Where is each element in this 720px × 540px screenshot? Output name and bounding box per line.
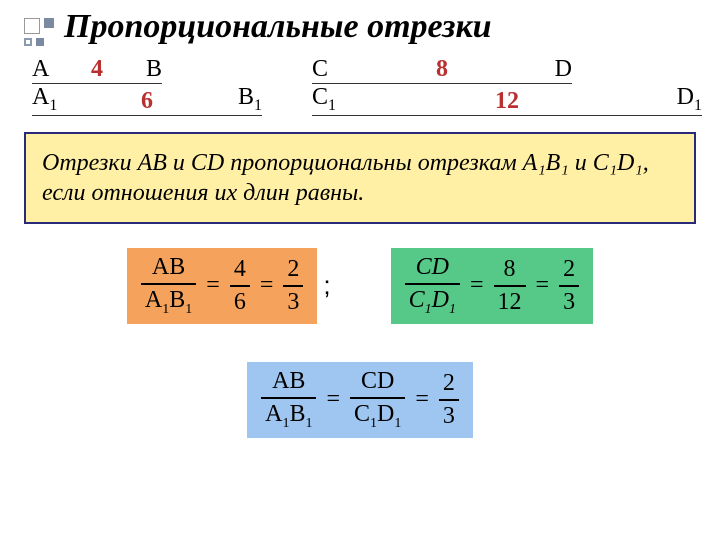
- segment-endpoint: С: [312, 56, 328, 83]
- segment-ab: А 4 В: [32, 52, 162, 84]
- segment-cd: С 8 D: [312, 52, 572, 84]
- page-title: Пропорциональные отрезки: [34, 8, 696, 46]
- segment-a1b1: А1 6 В1: [32, 84, 262, 116]
- segment-endpoint: С1: [312, 84, 336, 115]
- formula-final-equality: AB A1B1 = CD C1D1 = 2 3: [247, 362, 473, 438]
- semicolon: ;: [323, 270, 330, 301]
- segment-length: 4: [91, 56, 103, 83]
- segment-endpoint: В: [146, 56, 162, 83]
- segment-length: 6: [141, 88, 153, 115]
- segment-length: 8: [436, 56, 448, 83]
- formula-row-1: AB A1B1 = 4 6 = 2 3 ; CD C1D1 =: [24, 248, 696, 324]
- segments-diagram: А 4 В А1 6 В1 С 8 D С1 12 D1: [24, 52, 696, 116]
- definition-box: Отрезки АВ и СD пропорциональны отрезкам…: [24, 132, 696, 224]
- segment-endpoint: А1: [32, 84, 57, 115]
- segment-c1d1: С1 12 D1: [312, 84, 702, 116]
- segment-endpoint: D: [555, 56, 572, 83]
- segment-endpoint: В1: [238, 84, 262, 115]
- segment-endpoint: D1: [677, 84, 702, 115]
- title-bullet-decoration: [24, 18, 54, 46]
- formula-row-2: AB A1B1 = CD C1D1 = 2 3: [24, 342, 696, 438]
- formula-cd-ratio: CD C1D1 = 8 12 = 2 3: [391, 248, 593, 324]
- segment-endpoint: А: [32, 56, 49, 83]
- segment-length: 12: [495, 88, 519, 115]
- formula-ab-ratio: AB A1B1 = 4 6 = 2 3: [127, 248, 317, 324]
